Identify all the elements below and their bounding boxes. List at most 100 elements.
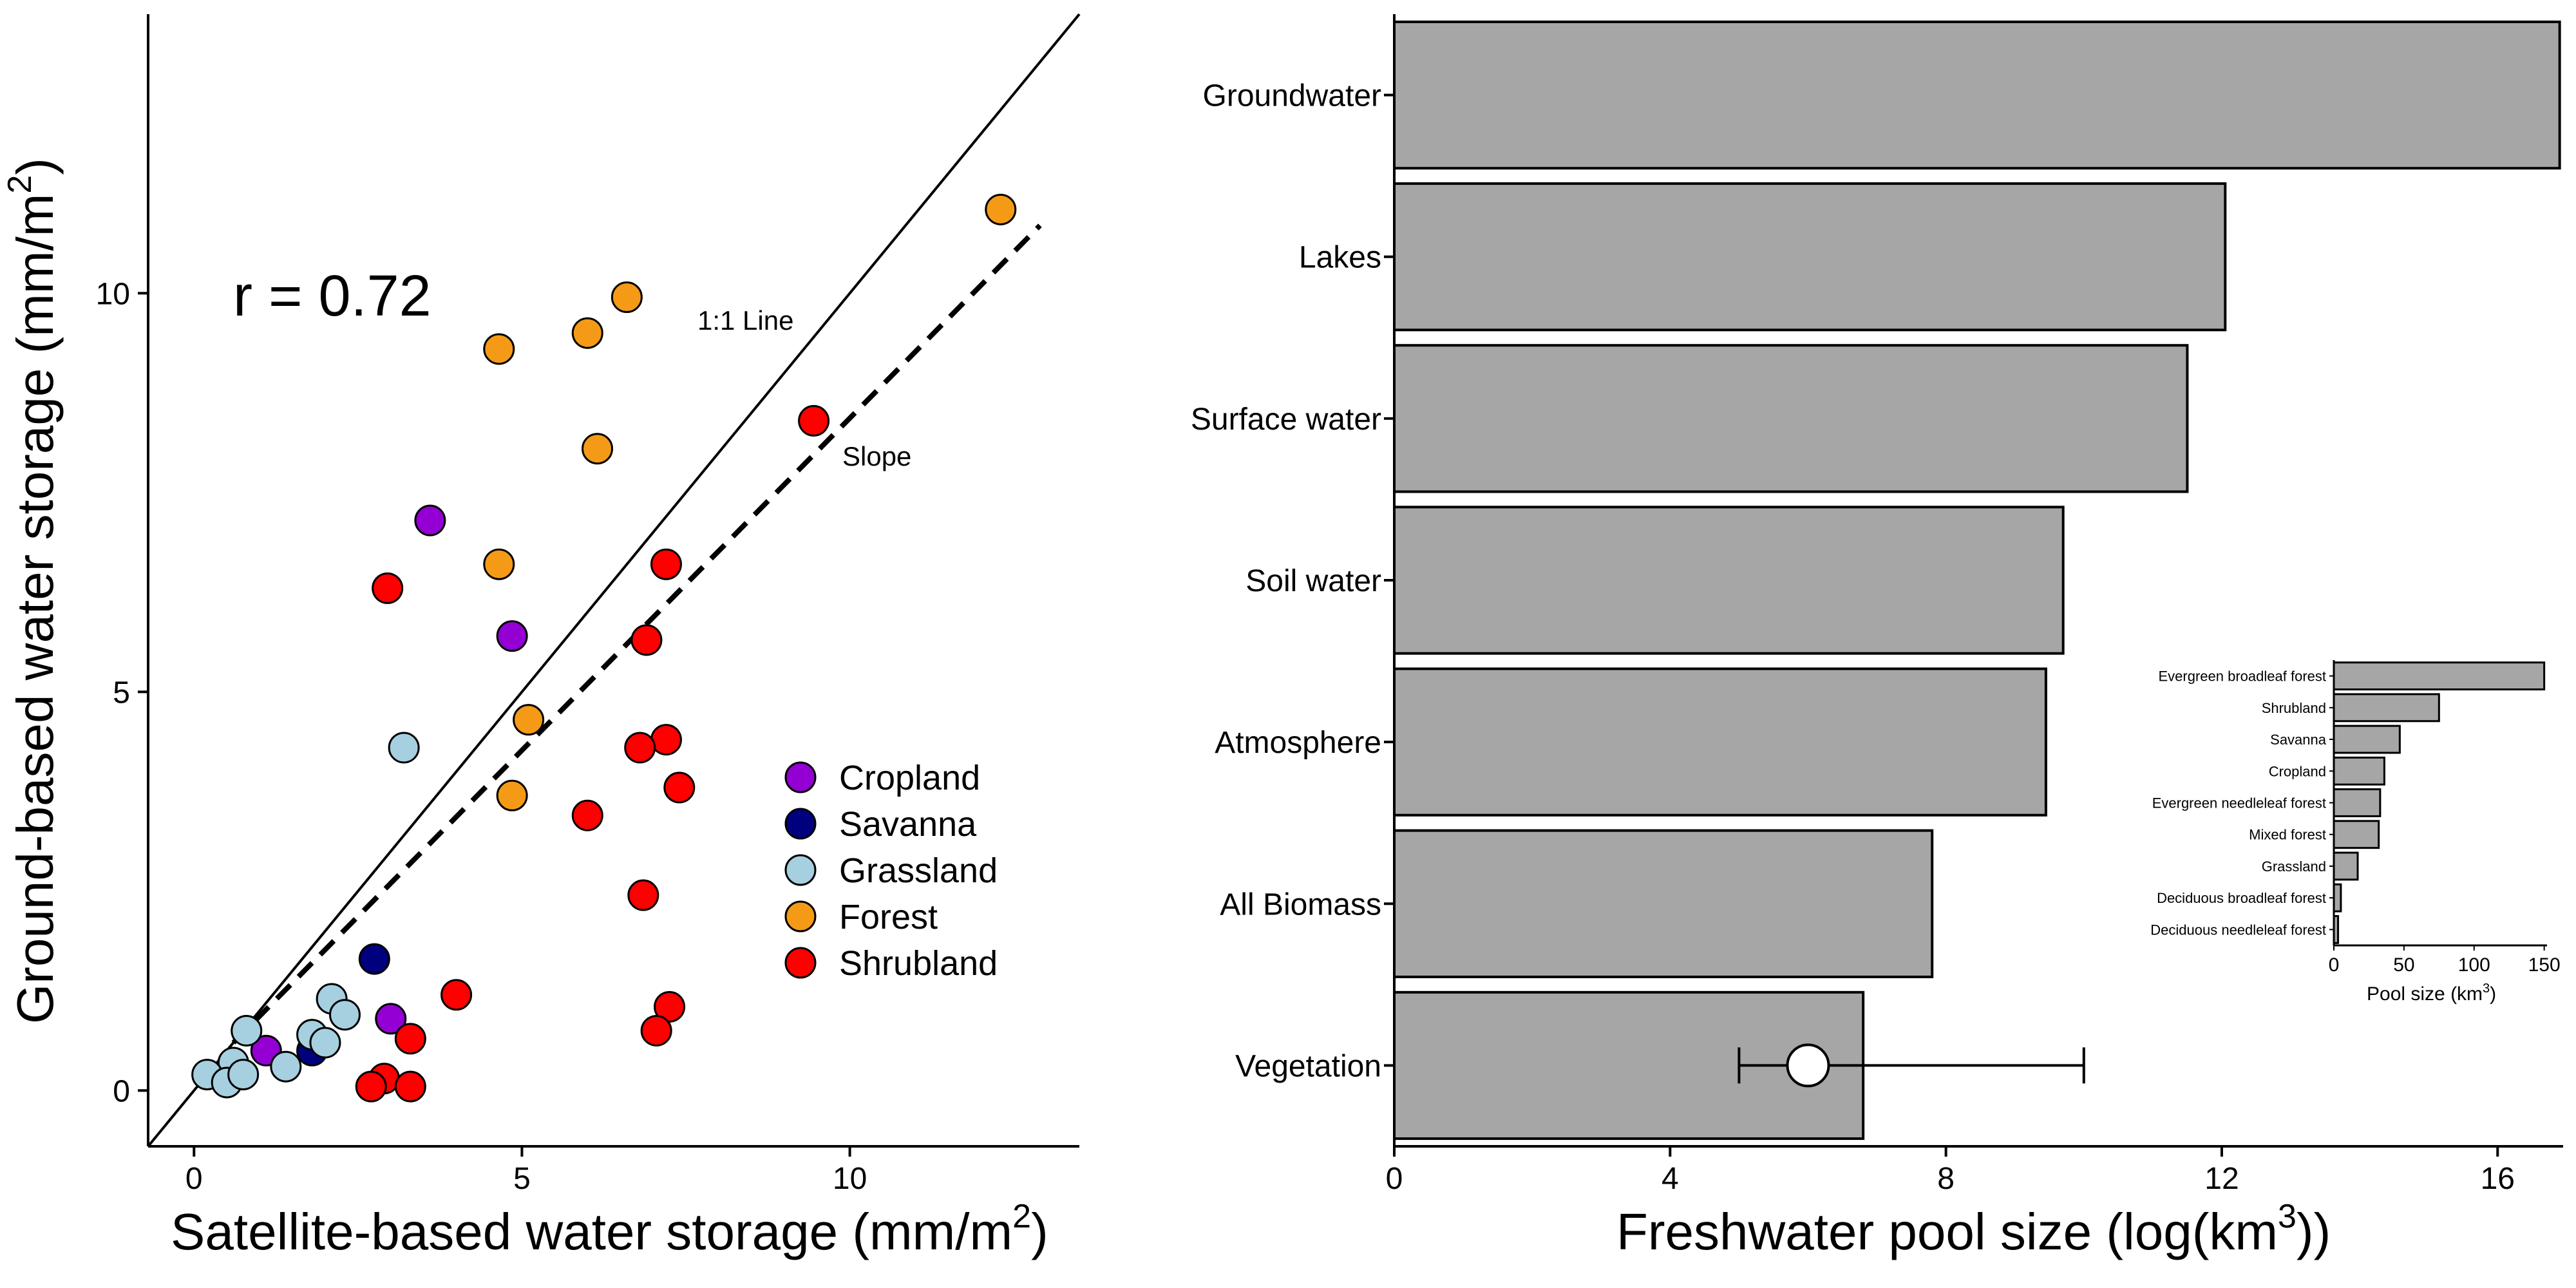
data-point bbox=[654, 990, 686, 1023]
legend-marker bbox=[784, 900, 817, 933]
data-point bbox=[270, 1050, 302, 1083]
bar-atmosphere bbox=[1393, 667, 2047, 817]
category-label: Soil water bbox=[1245, 564, 1381, 598]
data-point bbox=[513, 704, 545, 736]
scatter-y-axis-title: Ground-based water storage (mm/m2) bbox=[1, 158, 64, 1024]
series-shrubland bbox=[355, 404, 830, 1103]
data-point bbox=[372, 572, 404, 604]
legend-label: Grassland bbox=[839, 851, 998, 890]
bar-x-axis-title: Freshwater pool size (log(km3)) bbox=[1616, 1198, 2331, 1260]
inset-bar bbox=[2333, 693, 2440, 723]
data-point bbox=[650, 548, 682, 580]
inset-panel: Evergreen broadleaf forest Shrubland Savan… bbox=[2150, 660, 2561, 1005]
data-point bbox=[571, 317, 603, 349]
inset-x-tick-label: 100 bbox=[2458, 954, 2490, 976]
series-grassland bbox=[191, 732, 420, 1099]
data-point bbox=[227, 1059, 260, 1091]
x-tick-label: 4 bbox=[1662, 1162, 1679, 1196]
one-to-one-line-label: 1:1 Line bbox=[697, 305, 793, 336]
category-label: Atmosphere bbox=[1215, 726, 1381, 760]
x-tick-label: 8 bbox=[1937, 1162, 1955, 1196]
data-point bbox=[798, 404, 830, 437]
data-point bbox=[375, 1003, 407, 1035]
data-point bbox=[627, 879, 659, 911]
data-point bbox=[358, 943, 390, 975]
bar-plot-area bbox=[1393, 20, 2561, 1141]
category-label: All Biomass bbox=[1220, 887, 1381, 922]
x-tick-label: 16 bbox=[2481, 1162, 2515, 1196]
scatter-legend: Cropland Savanna Grassland Forest Shrubland bbox=[784, 759, 998, 983]
slope-line-label: Slope bbox=[842, 441, 911, 471]
data-point bbox=[394, 1023, 426, 1055]
x-tick-label: 12 bbox=[2204, 1162, 2239, 1196]
x-tick-label: 10 bbox=[833, 1162, 867, 1196]
bar-soil-water bbox=[1393, 506, 2065, 655]
y-tick-label: 10 bbox=[96, 277, 130, 311]
category-label: Lakes bbox=[1299, 241, 1381, 275]
vegetation-mean-point bbox=[1786, 1043, 1830, 1088]
inset-category-label: Evergreen broadleaf forest bbox=[2159, 668, 2327, 685]
bar-panel: Groundwater Lakes Surface water Soil water A… bbox=[1191, 14, 2563, 1260]
inset-category-label: Deciduous broadleaf forest bbox=[2157, 890, 2326, 906]
data-point bbox=[328, 999, 361, 1031]
inset-plot-area: Evergreen broadleaf forest Shrubland Savan… bbox=[2150, 660, 2561, 976]
inset-x-tick-label: 0 bbox=[2329, 954, 2340, 976]
legend-item-savanna: Savanna bbox=[784, 805, 977, 844]
legend-marker bbox=[784, 854, 817, 886]
inset-bar bbox=[2333, 788, 2382, 817]
vegetation-error-bar bbox=[1738, 1043, 2085, 1088]
data-point bbox=[611, 281, 643, 313]
series-cropland bbox=[250, 504, 528, 1066]
data-point bbox=[414, 504, 446, 536]
inset-category-label: Savanna bbox=[2270, 732, 2327, 748]
legend-label: Forest bbox=[839, 898, 938, 936]
legend-label: Savanna bbox=[839, 805, 977, 844]
data-point bbox=[582, 433, 614, 465]
bar-groundwater bbox=[1393, 20, 2561, 170]
inset-bar bbox=[2333, 851, 2359, 881]
inset-bar bbox=[2333, 661, 2546, 691]
category-label: Vegetation bbox=[1235, 1049, 1381, 1083]
legend-item-cropland: Cropland bbox=[784, 759, 980, 797]
correlation-annotation: r = 0.72 bbox=[233, 264, 431, 328]
legend-item-grassland: Grassland bbox=[784, 851, 998, 890]
legend-label: Cropland bbox=[839, 759, 980, 797]
data-point bbox=[483, 548, 515, 580]
series-forest bbox=[483, 193, 1017, 811]
inset-x-axis-title: Pool size (km3) bbox=[2367, 981, 2496, 1005]
legend-label: Shrubland bbox=[839, 944, 998, 983]
data-point bbox=[388, 732, 420, 764]
bar-all-biomass bbox=[1393, 829, 1934, 978]
data-point bbox=[624, 732, 656, 764]
data-point bbox=[496, 779, 528, 811]
legend-marker bbox=[784, 808, 817, 840]
data-point bbox=[985, 193, 1017, 225]
data-point bbox=[309, 1027, 341, 1059]
inset-category-label: Cropland bbox=[2269, 763, 2326, 779]
inset-category-label: Deciduous needleleaf forest bbox=[2150, 922, 2326, 938]
inset-bar bbox=[2333, 883, 2342, 913]
bar-surface-water bbox=[1393, 344, 2189, 493]
inset-category-label: Evergreen needleleaf forest bbox=[2152, 795, 2326, 811]
y-tick-label: 0 bbox=[113, 1074, 130, 1108]
x-tick-label: 5 bbox=[513, 1162, 531, 1196]
x-tick-label: 0 bbox=[1386, 1162, 1403, 1196]
inset-bar bbox=[2333, 724, 2401, 754]
legend-marker bbox=[784, 947, 817, 979]
scatter-x-axis-title: Satellite-based water storage (mm/m2) bbox=[171, 1198, 1048, 1260]
data-point bbox=[394, 1070, 426, 1103]
data-point bbox=[483, 333, 515, 365]
category-label: Groundwater bbox=[1203, 79, 1381, 113]
scatter-plot-area bbox=[147, 13, 1081, 1148]
legend-item-forest: Forest bbox=[784, 898, 938, 936]
data-point bbox=[440, 979, 473, 1011]
inset-category-label: Grassland bbox=[2262, 858, 2326, 875]
inset-category-label: Shrubland bbox=[2262, 700, 2326, 716]
legend-marker bbox=[784, 761, 817, 793]
data-point bbox=[663, 772, 696, 804]
bar-ticks: Groundwater Lakes Surface water Soil water A… bbox=[1191, 79, 2515, 1196]
inset-x-tick-label: 50 bbox=[2393, 954, 2414, 976]
bar-lakes bbox=[1393, 182, 2227, 332]
data-point bbox=[355, 1070, 387, 1103]
